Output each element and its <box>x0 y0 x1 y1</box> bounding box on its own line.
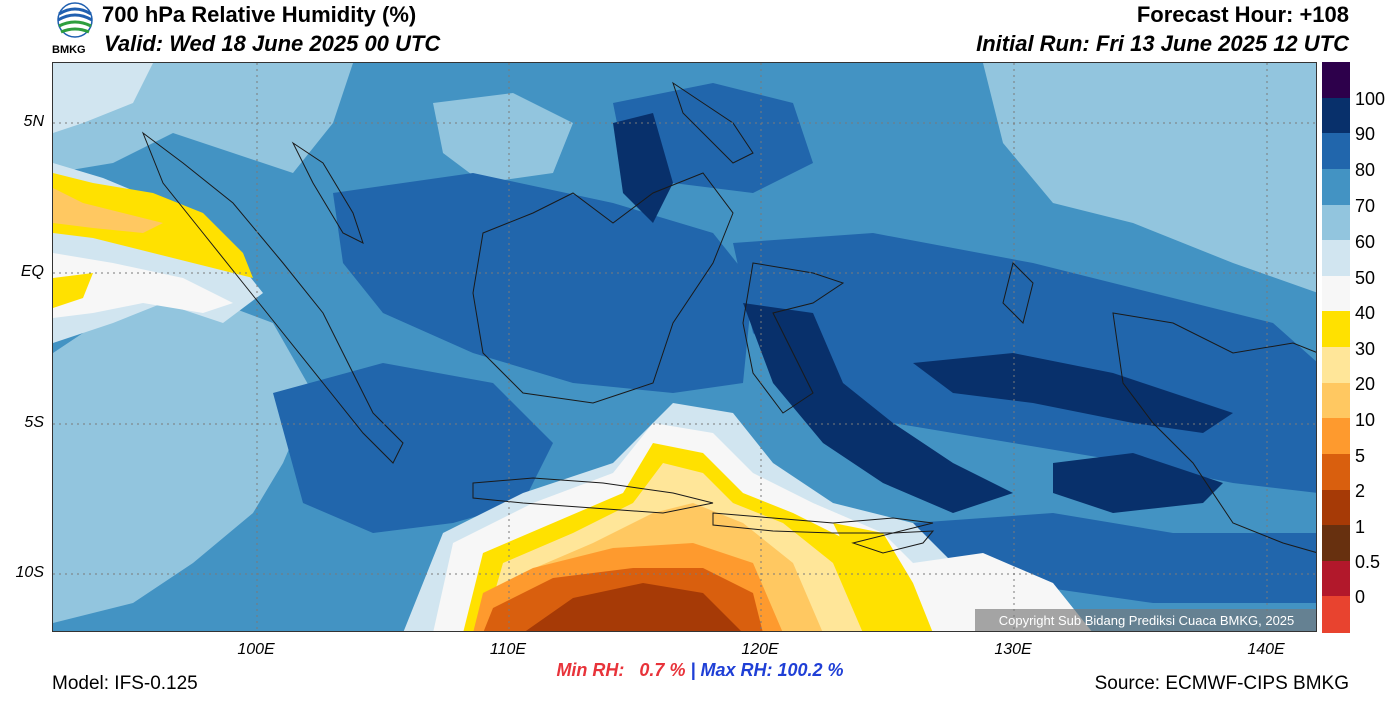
max-rh: Max RH: 100.2 % <box>700 660 844 680</box>
colorbar-label: 80 <box>1355 160 1376 180</box>
light-blue-region <box>983 63 1316 293</box>
logo-text: BMKG <box>52 44 86 56</box>
timor-coastline <box>851 530 935 554</box>
colorbar-segment <box>1322 240 1350 277</box>
colorbar-label: 10 <box>1355 410 1376 430</box>
colorbar-label: 0 <box>1355 587 1366 607</box>
papua-coastline <box>1112 312 1316 553</box>
colorbar-segment <box>1322 382 1350 419</box>
blue-region <box>273 363 553 533</box>
lat-label-eq: EQ <box>20 263 44 280</box>
colorbar-segment <box>1322 453 1350 490</box>
yellow-region <box>53 273 93 308</box>
lat-label-10s: 10S <box>15 564 44 581</box>
colorbar-segment <box>1322 489 1350 526</box>
malay-coastline <box>291 141 364 244</box>
humidity-map: Copyright Sub Bidang Prediksi Cuaca BMKG… <box>52 62 1317 632</box>
humidity-field <box>53 63 1316 631</box>
lon-label-100e: 100E <box>237 641 275 658</box>
yellow-region <box>833 523 933 631</box>
copyright-notice: Copyright Sub Bidang Prediksi Cuaca BMKG… <box>975 609 1316 631</box>
halmahera-coastline <box>1002 262 1034 324</box>
sumatra-coastline <box>141 131 404 464</box>
colorbar <box>1322 62 1350 633</box>
rh-stats: Min RH: 0.7 % | Max RH: 100.2 % <box>0 660 1400 681</box>
colorbar-segment <box>1322 418 1350 455</box>
blue-region <box>333 173 753 393</box>
colorbar-label: 30 <box>1355 339 1376 359</box>
lon-label-110e: 110E <box>489 641 527 658</box>
colorbar-segment <box>1322 275 1350 312</box>
colorbar-segment <box>1322 596 1350 633</box>
model-label: Model: IFS-0.125 <box>52 673 198 694</box>
colorbar-segment <box>1322 311 1350 348</box>
light-blue-region <box>433 93 573 183</box>
valid-time: Valid: Wed 18 June 2025 00 UTC <box>104 31 441 56</box>
dark-blue-region <box>1053 453 1223 513</box>
lon-label-130e: 130E <box>994 641 1032 658</box>
colorbar-label: 40 <box>1355 303 1376 323</box>
colorbar-segment <box>1322 133 1350 170</box>
coastlines <box>141 81 1316 554</box>
source-label: Source: ECMWF-CIPS BMKG <box>1094 673 1349 694</box>
colorbar-label: 20 <box>1355 374 1376 394</box>
dark-blue-region <box>613 113 673 223</box>
colorbar-segment <box>1322 204 1350 241</box>
lat-label-5n: 5N <box>23 113 44 130</box>
colorbar-segment <box>1322 97 1350 134</box>
colorbar-segment <box>1322 347 1350 384</box>
colorbar-label: 60 <box>1355 232 1376 252</box>
stats-separator: | <box>685 660 701 680</box>
sulawesi-coastline <box>742 262 845 414</box>
colorbar-segment <box>1322 525 1350 562</box>
lesser-coastline <box>712 512 934 534</box>
colorbar-segment <box>1322 168 1350 205</box>
white-region <box>53 253 233 318</box>
colorbar-label: 5 <box>1355 446 1366 466</box>
colorbar-label: 50 <box>1355 268 1376 288</box>
dark-blue-region <box>913 353 1233 433</box>
forecast-hour: Forecast Hour: +108 <box>1136 2 1349 27</box>
brown-region <box>525 583 741 631</box>
graticule <box>53 63 1316 631</box>
colorbar-segment <box>1322 560 1350 597</box>
colorbar-label: 0.5 <box>1355 552 1381 572</box>
chart-title: 700 hPa Relative Humidity (%) <box>102 2 417 27</box>
colorbar-label: 100 <box>1355 89 1386 109</box>
bmkg-logo <box>52 2 98 60</box>
colorbar-segment <box>1322 62 1350 99</box>
light-orange-region <box>53 188 163 233</box>
light-blue-region <box>53 293 313 623</box>
min-rh: Min RH: 0.7 % <box>556 660 686 680</box>
colorbar-label: 2 <box>1355 481 1366 501</box>
java-coastline <box>472 477 714 514</box>
colorbar-label: 1 <box>1355 517 1366 537</box>
lon-label-120e: 120E <box>741 641 779 658</box>
lon-label-140e: 140E <box>1247 641 1285 658</box>
colorbar-label: 90 <box>1355 124 1376 144</box>
lat-label-5s: 5S <box>24 414 44 431</box>
colorbar-label: 70 <box>1355 196 1376 216</box>
initial-run: Initial Run: Fri 13 June 2025 12 UTC <box>976 31 1349 56</box>
borneo-coastline <box>472 172 734 404</box>
phil-coastline <box>672 81 754 164</box>
pale-blue-region <box>53 63 153 133</box>
dark-blue-region <box>743 303 1013 513</box>
